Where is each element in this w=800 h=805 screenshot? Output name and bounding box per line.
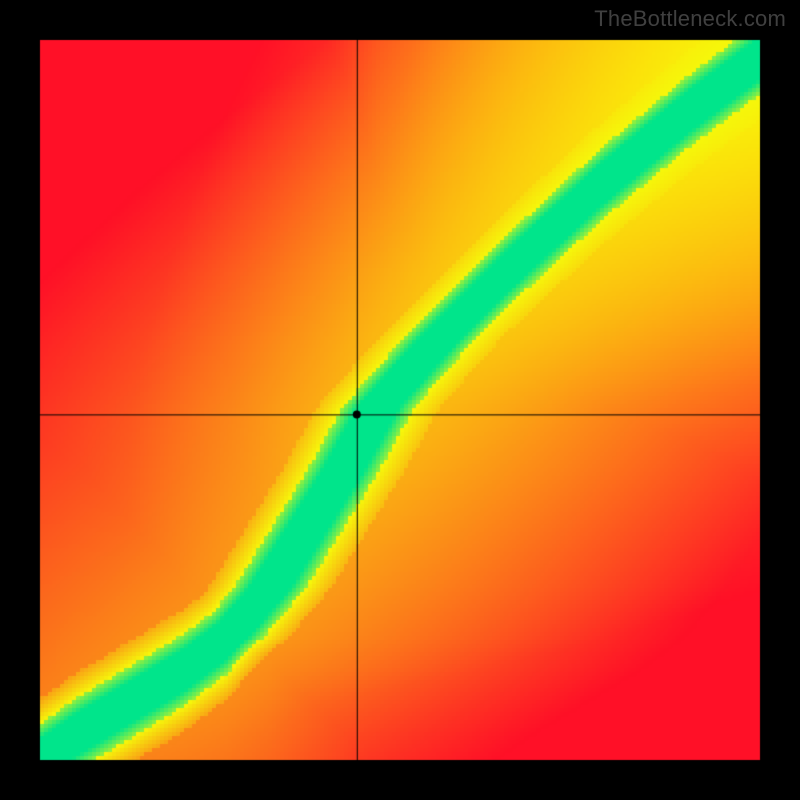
bottleneck-heatmap xyxy=(0,0,800,800)
watermark-text: TheBottleneck.com xyxy=(594,6,786,32)
heatmap-canvas xyxy=(0,0,800,800)
